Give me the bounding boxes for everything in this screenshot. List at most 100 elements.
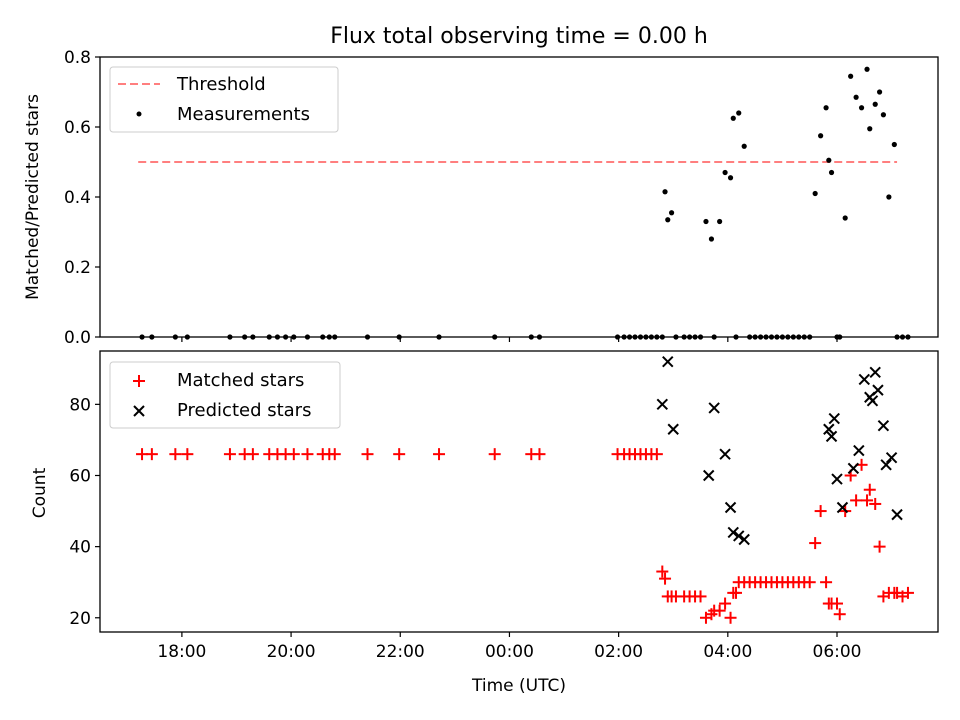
matched-star-point xyxy=(328,448,341,461)
matched-star-point xyxy=(181,448,194,461)
measurement-point xyxy=(872,101,878,107)
measurement-point xyxy=(722,169,728,176)
legend-matched-label: Matched stars xyxy=(177,370,304,391)
matched-star-point xyxy=(833,608,846,621)
predicted-star-point xyxy=(823,423,835,435)
measurement-point xyxy=(668,210,675,216)
matched-star-point xyxy=(814,505,827,518)
y-tick-label: 40 xyxy=(69,538,91,558)
matched-star-point xyxy=(820,576,833,589)
chart-title: Flux total observing time = 0.00 h xyxy=(330,24,708,49)
predicted-star-point xyxy=(727,526,739,539)
bottom-plot-marks xyxy=(136,355,914,624)
top-axis-ticks: 0.0 0.2 0.4 0.6 0.8 xyxy=(64,48,838,348)
measurement-point xyxy=(864,66,870,72)
measurement-point xyxy=(853,94,859,100)
bottom-axes-frame xyxy=(99,350,939,633)
top-plot-marks xyxy=(138,66,911,340)
legend-threshold-label: Threshold xyxy=(176,74,266,95)
matched-star-point xyxy=(861,494,874,507)
predicted-star-point xyxy=(825,430,838,443)
bottom-legend-box xyxy=(109,361,341,429)
predicted-star-point xyxy=(831,473,843,485)
predicted-star-point xyxy=(866,395,879,407)
matched-star-point xyxy=(659,572,672,585)
measurement-point xyxy=(730,115,736,121)
matched-star-point xyxy=(488,448,501,461)
top-legend: Threshold Measurements xyxy=(109,66,339,133)
matched-star-point xyxy=(169,448,182,461)
matched-star-point xyxy=(223,448,236,461)
predicted-star-point xyxy=(662,355,674,368)
x-tick-label: 04:00 xyxy=(703,642,752,662)
matched-star-point xyxy=(873,540,886,553)
y-tick-label: 0.6 xyxy=(64,118,91,138)
matched-star-point xyxy=(803,576,816,589)
matched-star-point xyxy=(301,448,314,461)
y-tick-label: 0.8 xyxy=(64,48,91,68)
x-tick-label: 02:00 xyxy=(594,642,643,662)
x-tick-label: 18:00 xyxy=(157,642,206,662)
predicted-star-point xyxy=(828,412,840,425)
x-axis-label: Time (UTC) xyxy=(471,676,566,696)
matched-star-point xyxy=(831,597,844,610)
measurement-point xyxy=(665,217,671,223)
measurement-point xyxy=(727,175,734,181)
y-tick-label: 80 xyxy=(69,395,91,415)
predicted-star-point xyxy=(858,373,871,386)
matched-star-point xyxy=(393,448,406,461)
measurement-point xyxy=(708,236,715,242)
predicted-star-point xyxy=(733,530,745,542)
measurement-point xyxy=(823,105,829,111)
predicted-star-point xyxy=(667,423,679,435)
measurement-point xyxy=(826,157,832,163)
predicted-star-point xyxy=(738,533,750,546)
predicted-star-point xyxy=(853,444,865,457)
top-legend-box xyxy=(109,66,339,133)
legend-measurements-label: Measurements xyxy=(177,104,310,125)
measurement-point xyxy=(842,215,848,221)
top-panel: 0.00.20.40.60.8 Matched/Predicted stars … xyxy=(23,48,939,348)
predicted-star-point xyxy=(656,398,669,411)
top-y-axis-label: Matched/Predicted stars xyxy=(23,94,43,300)
predicted-star-point xyxy=(719,448,731,460)
matched-star-point xyxy=(650,448,663,461)
matched-star-point xyxy=(694,590,707,603)
predicted-star-point xyxy=(891,508,903,521)
legend-predicted-label: Predicted stars xyxy=(177,400,311,421)
predicted-star-point xyxy=(708,402,720,414)
matched-star-point xyxy=(869,497,882,510)
matched-star-point xyxy=(863,483,876,496)
measurement-point xyxy=(886,194,892,200)
predicted-star-point xyxy=(724,501,737,514)
matched-star-point xyxy=(730,586,743,599)
measurement-point xyxy=(891,141,897,148)
x-tick-label: 06:00 xyxy=(813,642,862,662)
matched-star-point xyxy=(901,586,914,599)
measurement-point xyxy=(818,133,824,139)
x-tick-label: 20:00 xyxy=(267,642,316,662)
bottom-y-axis-label: Count xyxy=(30,467,50,518)
measurement-point xyxy=(736,110,742,116)
predicted-star-point xyxy=(885,452,898,464)
matched-star-point xyxy=(850,494,863,507)
measurement-point xyxy=(880,112,887,118)
matched-star-point xyxy=(713,604,726,617)
measurement-point xyxy=(867,126,873,132)
y-tick-label: 20 xyxy=(69,609,91,629)
predicted-star-point xyxy=(880,459,892,471)
x-tick-label: 22:00 xyxy=(376,642,425,662)
predicted-star-point xyxy=(847,462,860,475)
legend-predicted-swatch xyxy=(133,405,145,417)
matched-star-point xyxy=(719,597,732,610)
measurement-point xyxy=(662,189,668,195)
measurement-point xyxy=(858,105,865,111)
matched-star-point xyxy=(809,537,822,550)
predicted-star-point xyxy=(836,501,849,514)
matched-star-point xyxy=(656,565,669,578)
measurement-point xyxy=(703,218,709,225)
bottom-axis-ticks: 18:00 20:00 22:00 00:00 02:00 04:00 06:00 20 40 6… xyxy=(69,395,861,662)
y-tick-label: 0.4 xyxy=(64,188,91,208)
legend-matched-swatch xyxy=(133,375,145,387)
matched-star-point xyxy=(433,448,446,461)
